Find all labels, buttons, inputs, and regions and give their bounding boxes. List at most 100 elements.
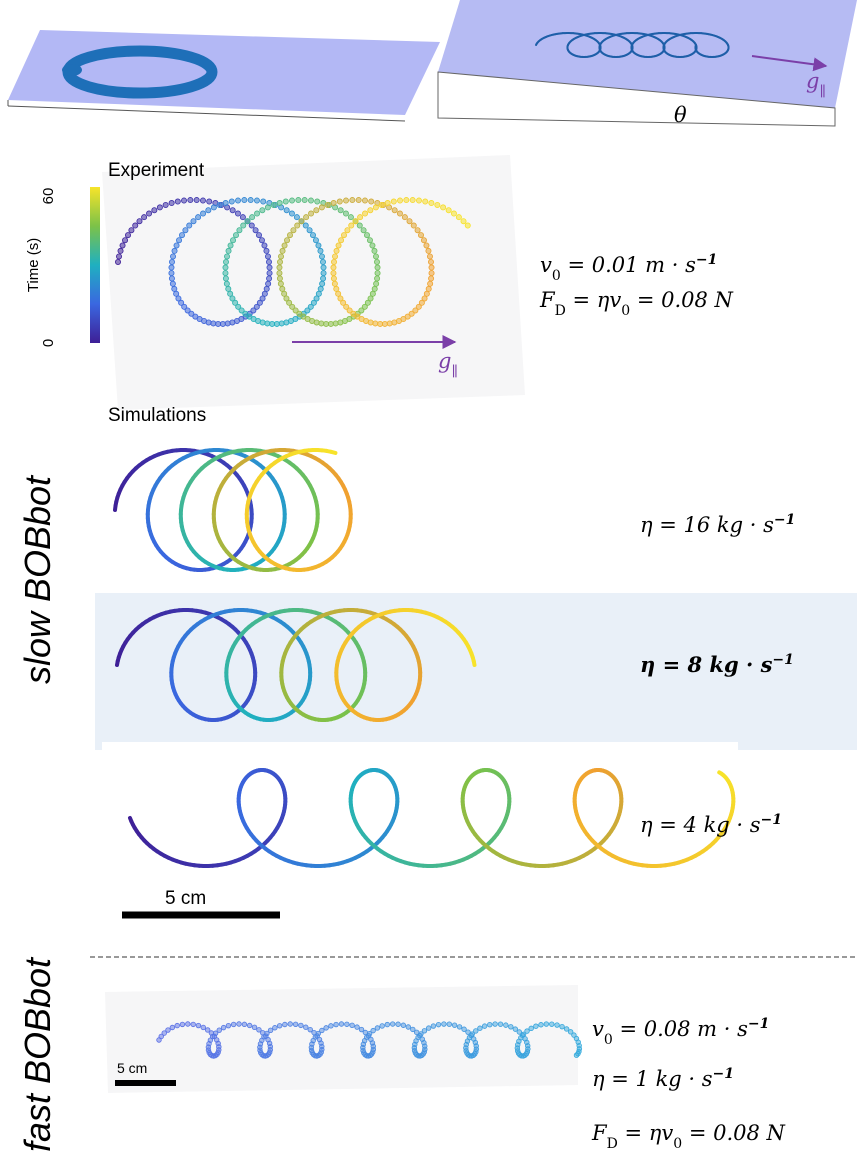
math-part: −1 xyxy=(696,252,717,268)
trajectory-dot xyxy=(450,210,457,217)
trajectory-dot xyxy=(168,275,175,282)
trajectory-dot xyxy=(303,214,310,221)
trajectory-dot xyxy=(372,253,379,260)
trajectory-dot xyxy=(335,242,342,249)
trajectory-dot xyxy=(190,1021,196,1028)
trajectory-dot xyxy=(307,303,314,310)
trajectory-dot xyxy=(200,210,207,217)
eta-label: η = 16 kg · s−1 xyxy=(640,512,795,537)
trajectory-dot xyxy=(246,1022,253,1029)
trajectory-dot xyxy=(288,210,295,217)
trajectory-dot xyxy=(279,247,286,254)
equation: η = 1 kg · s−1 xyxy=(592,1066,734,1091)
trajectory-dot xyxy=(358,1026,365,1033)
trajectory-dot xyxy=(469,1031,475,1037)
math-part: v xyxy=(592,1017,604,1041)
math-part: = ηv xyxy=(618,1121,674,1145)
trajectory-dot xyxy=(265,258,272,265)
trajectory-dot xyxy=(434,201,441,208)
trajectory-dot xyxy=(451,1022,458,1028)
trajectory-dot xyxy=(460,218,467,225)
math-part: D xyxy=(607,1136,618,1152)
trajectory-dot xyxy=(397,197,404,204)
trajectory-dot xyxy=(244,218,251,225)
trajectory-dot xyxy=(173,242,180,249)
trajectory-dot xyxy=(340,299,347,306)
trajectory-dot xyxy=(222,275,229,282)
math-part: 0 xyxy=(604,1032,613,1048)
math-part: F xyxy=(539,288,556,312)
trajectory-dot xyxy=(161,1030,167,1036)
trajectory-dot xyxy=(307,197,314,204)
trajectory-dot xyxy=(170,253,177,260)
trajectory-dot xyxy=(156,204,163,211)
trajectory-dot xyxy=(415,303,422,310)
trajectory-dot xyxy=(199,197,206,204)
trajectory-dot xyxy=(304,307,311,314)
trajectory-dot xyxy=(492,1021,498,1027)
trajectory-dot xyxy=(256,299,263,306)
trajectory-dot xyxy=(193,197,200,204)
trajectory-dot xyxy=(422,198,429,205)
trajectory-dot xyxy=(249,214,256,221)
trajectory-dot xyxy=(344,1021,350,1027)
math-part: −1 xyxy=(774,512,795,528)
trajectory-dot xyxy=(333,285,340,292)
trajectory-dot xyxy=(418,299,425,306)
trajectory-dot xyxy=(333,247,340,254)
trajectory-dot xyxy=(466,1034,473,1041)
trajectory-dot xyxy=(205,207,212,214)
trajectory-dot xyxy=(229,207,236,214)
trajectory-dot xyxy=(528,1025,534,1032)
trajectory-dot xyxy=(395,1021,401,1027)
trajectory-dot xyxy=(234,210,241,217)
trajectory-dot xyxy=(124,232,131,239)
math-part: −1 xyxy=(772,652,793,668)
trajectory-dot xyxy=(115,258,122,265)
trajectory-dot xyxy=(182,227,189,234)
trajectory-dot xyxy=(308,210,315,217)
group-label: fast BOBbot xyxy=(17,956,58,1152)
trajectory-dot xyxy=(281,290,288,297)
trajectory-dot xyxy=(265,280,272,287)
trajectory-dot xyxy=(373,258,380,265)
trajectory-dot xyxy=(200,1024,206,1031)
trajectory-dot xyxy=(343,197,350,204)
equation: v0 = 0.08 m · s−1 xyxy=(592,1016,769,1048)
trajectory-dot xyxy=(427,258,434,265)
colorbar xyxy=(90,187,100,343)
trajectory-dot xyxy=(390,198,397,205)
trajectory-dot xyxy=(266,264,273,271)
trajectory-dot xyxy=(270,201,277,208)
trajectory-dot xyxy=(220,1024,227,1031)
trajectory-dot xyxy=(313,295,320,302)
math-part: η = 16 kg · s xyxy=(640,513,774,537)
trajectory-dot xyxy=(559,1023,565,1030)
trajectory-dot xyxy=(406,218,413,225)
trajectory-dot xyxy=(573,1052,580,1058)
trajectory-dot xyxy=(337,295,344,302)
trajectory-dot xyxy=(330,270,337,277)
math-part: −1 xyxy=(748,1016,769,1032)
trajectory-dot xyxy=(181,303,188,310)
math-part: ∥ xyxy=(819,84,825,100)
trajectory-dot xyxy=(401,214,408,221)
trajectory-dot xyxy=(178,299,185,306)
equation: v0 = 0.01 m · s−1 xyxy=(540,252,717,284)
trajectory-dot xyxy=(307,1026,313,1033)
trajectory-dot xyxy=(518,1035,524,1041)
trajectory-dot xyxy=(371,247,378,254)
trajectory-dot xyxy=(425,1025,432,1031)
equation: FD = ηv0 = 0.08 N xyxy=(539,288,734,319)
trajectory-dot xyxy=(169,280,176,287)
trajectory-dot xyxy=(464,222,471,229)
trajectory-dot xyxy=(292,307,299,314)
math-part: 0 xyxy=(621,303,630,319)
trajectory-dot xyxy=(186,222,193,229)
trajectory-dot xyxy=(293,214,300,221)
trajectory-dot xyxy=(374,270,381,277)
trajectory-dot xyxy=(378,201,385,208)
trajectory-dot xyxy=(222,270,229,277)
trajectory-dot xyxy=(384,1021,391,1028)
group-label: slow BOBbot xyxy=(17,474,58,684)
